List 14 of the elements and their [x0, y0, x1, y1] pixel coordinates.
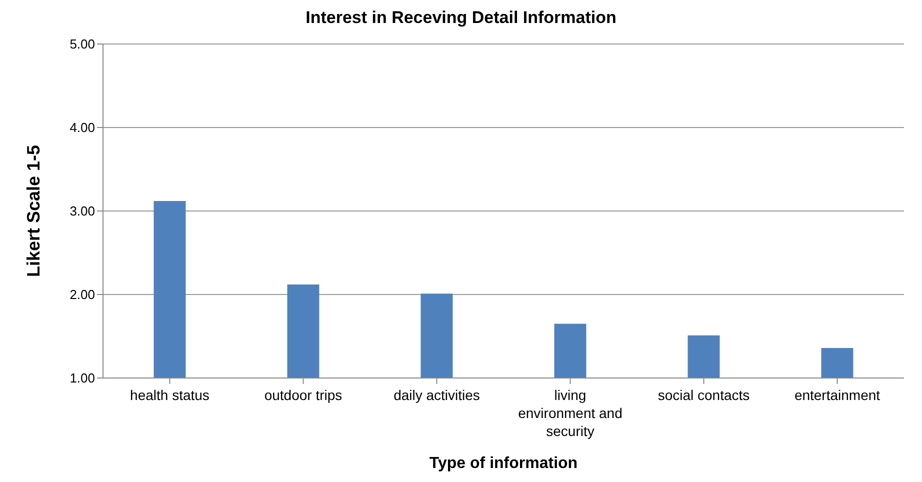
x-tick-label: health status: [130, 387, 210, 403]
y-tick-label: 1.00: [70, 370, 95, 386]
x-tick-label: entertainment: [794, 387, 880, 403]
x-tick-label: outdoor trips: [264, 387, 342, 403]
x-axis-title: Type of information: [429, 455, 578, 472]
x-tick-label: daily activities: [394, 387, 480, 403]
y-tick-label: 2.00: [70, 287, 95, 302]
y-tick-label: 4.00: [70, 120, 95, 136]
chart-title: Interest in Receving Detail Information: [304, 8, 618, 29]
x-tick-label: living environment and security: [518, 387, 622, 439]
y-axis-title: Likert Scale 1-5: [23, 144, 44, 278]
y-tick-label: 3.00: [70, 204, 95, 219]
y-tick-label: 5.00: [70, 36, 95, 52]
x-tick-label: social contacts: [658, 387, 750, 403]
